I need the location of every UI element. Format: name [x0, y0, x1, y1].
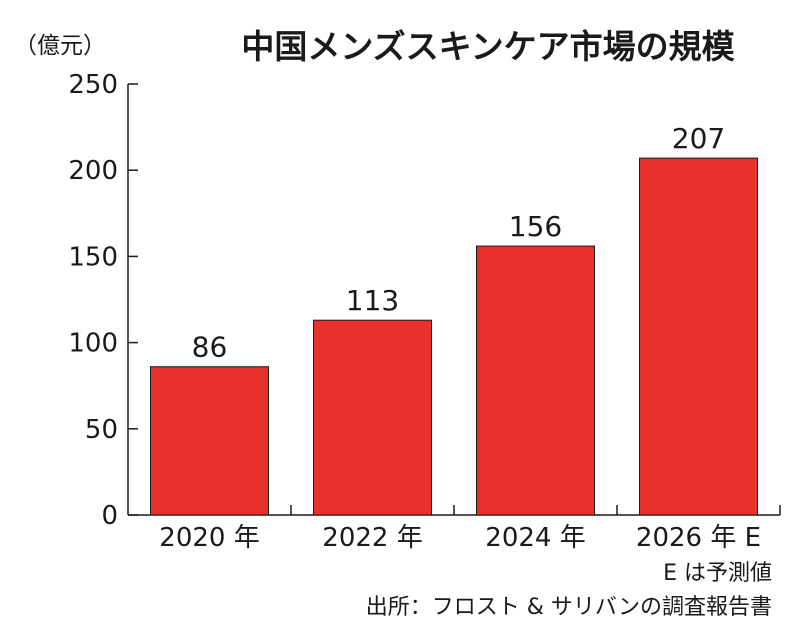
- bar-0: [150, 366, 269, 516]
- x-category-label: 2024 年: [485, 523, 585, 553]
- axes: 0 50 100 150 200 250 2020 年 2022 年 2024 年 2026 年 …: [68, 70, 781, 553]
- y-tick-label: 50: [85, 415, 118, 445]
- x-category-label: 2022 年: [322, 523, 422, 553]
- bar-2: [476, 245, 595, 516]
- x-category-label: 2020 年: [159, 523, 259, 553]
- data-labels: 86 113 156 207: [192, 122, 726, 364]
- data-label-2: 156: [509, 210, 562, 243]
- data-label-3: 207: [672, 122, 725, 155]
- data-label-0: 86: [192, 331, 228, 364]
- y-tick-label: 250: [68, 70, 118, 100]
- y-tick-label: 200: [68, 156, 118, 186]
- x-category-label: 2026 年 E: [636, 523, 761, 553]
- chart-title: 中国メンズスキンケア市場の規模: [241, 27, 735, 66]
- data-label-1: 113: [346, 284, 399, 317]
- bars: [150, 157, 758, 516]
- bar-3: [639, 157, 758, 516]
- unit-label: （億元）: [14, 33, 106, 59]
- y-tick-label: 0: [101, 501, 118, 531]
- y-tick-label: 150: [68, 242, 118, 272]
- y-tick-label: 100: [68, 329, 118, 359]
- note-source: 出所：フロスト & サリバンの調査報告書: [366, 595, 772, 620]
- note-estimate: E は予測値: [663, 561, 772, 586]
- bar-1: [313, 319, 432, 516]
